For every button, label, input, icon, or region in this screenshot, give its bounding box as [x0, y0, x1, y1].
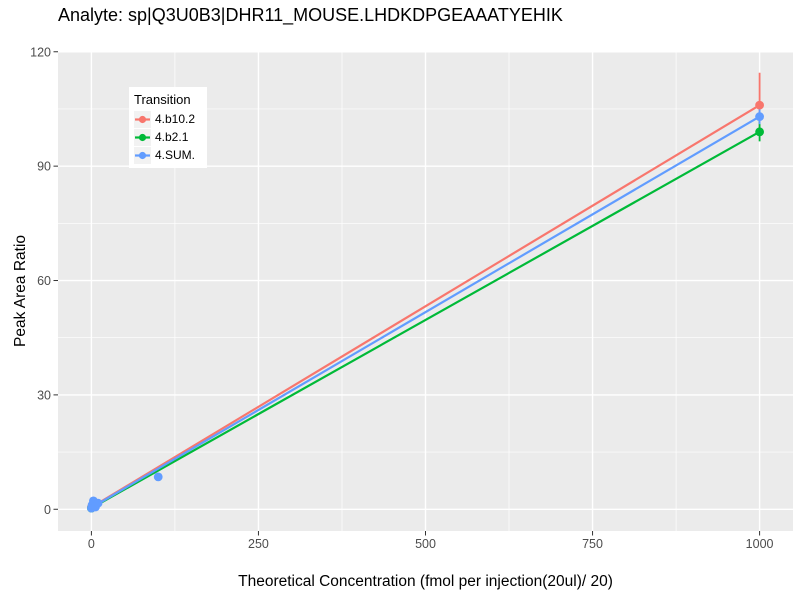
y-tick-labels: 0 30 60 90 120: [30, 45, 51, 517]
x-tick-label: 750: [582, 537, 603, 551]
data-point: [755, 100, 764, 110]
y-axis-title: Peak Area Ratio: [12, 234, 29, 348]
series-line: [90, 104, 761, 509]
data-point: [93, 498, 103, 508]
series-points: [87, 112, 764, 513]
data-point: [153, 472, 163, 482]
legend-key-icon: [134, 146, 151, 164]
legend-key-icon: [134, 110, 151, 128]
plot-title: Analyte: sp|Q3U0B3|DHR11_MOUSE.LHDKDPGEA…: [58, 5, 563, 25]
series-line: [90, 115, 761, 509]
legend-key-icon: [134, 128, 151, 146]
y-tick-label: 0: [44, 503, 51, 517]
y-tick-label: 90: [37, 160, 51, 174]
x-tick-labels: 0 250 500 750 1000: [88, 537, 774, 551]
series-lines: [90, 104, 761, 510]
legend-item-label: 4.b10.2: [155, 112, 196, 126]
legend-item: 4.b2.1: [134, 128, 203, 146]
x-axis-title: Theoretical Concentration (fmol per inje…: [238, 573, 613, 590]
x-tick-label: 0: [88, 537, 95, 551]
legend-item-label: 4.b2.1: [155, 130, 189, 144]
data-point: [755, 112, 764, 121]
y-tick-label: 60: [37, 274, 51, 288]
data-point: [755, 127, 764, 137]
tick-marks: [53, 51, 761, 536]
legend-item: 4.SUM.: [134, 146, 203, 164]
x-tick-label: 250: [248, 537, 269, 551]
legend-items: 4.b10.2 4.b2.1 4.SUM.: [134, 110, 203, 164]
legend-item: 4.b10.2: [134, 110, 203, 128]
y-tick-label: 30: [37, 388, 51, 402]
x-tick-label: 500: [415, 537, 436, 551]
legend-item-label: 4.SUM.: [155, 148, 196, 162]
gridlines-major: [58, 51, 793, 531]
legend-title: Transition: [134, 92, 191, 107]
x-tick-label: 1000: [746, 537, 774, 551]
legend: Transition 4.b10.2 4.b2.1 4.SUM.: [129, 87, 207, 168]
series-line: [90, 130, 761, 510]
y-tick-label: 120: [30, 45, 51, 59]
